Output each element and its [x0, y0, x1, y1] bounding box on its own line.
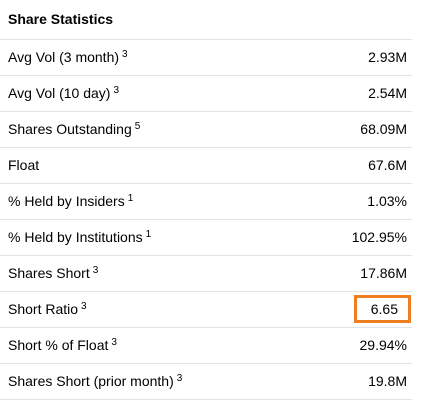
table-row: Short % of Float 3 29.94% [0, 327, 412, 363]
row-label: Short % of Float 3 [8, 337, 117, 353]
footnote-marker: 3 [113, 85, 120, 96]
footnote-marker: 1 [127, 193, 134, 204]
table-row: Avg Vol (3 month) 3 2.93M [0, 39, 412, 75]
table-row: Shares Short (prior month) 3 19.8M [0, 363, 412, 400]
row-value: 29.94% [359, 337, 407, 353]
row-label: Shares Outstanding 5 [8, 121, 141, 137]
section-title: Share Statistics [8, 11, 114, 27]
footnote-marker: 3 [111, 337, 117, 348]
row-value: 102.95% [351, 229, 407, 245]
footnote-marker: 3 [176, 373, 183, 384]
row-label: % Held by Institutions 1 [8, 229, 152, 245]
row-value: 19.8M [368, 373, 407, 389]
row-label: Shares Short 3 [8, 265, 99, 281]
footnote-marker: 1 [145, 229, 152, 240]
table-row: Shares Short 3 17.86M [0, 255, 412, 291]
table-row: Float 67.6M [0, 147, 412, 183]
row-value: 68.09M [360, 121, 407, 137]
table-row: % Held by Institutions 1 102.95% [0, 219, 412, 255]
footnote-marker: 3 [92, 265, 99, 276]
row-value: 67.6M [368, 157, 407, 173]
row-value: 2.93M [368, 49, 407, 65]
row-label: Float [8, 157, 40, 173]
table-row: Avg Vol (10 day) 3 2.54M [0, 75, 412, 111]
row-label: Avg Vol (10 day) 3 [8, 85, 120, 101]
row-label: Avg Vol (3 month) 3 [8, 49, 128, 65]
row-label: Shares Short (prior month) 3 [8, 373, 183, 389]
table-row-short-ratio: Short Ratio 3 6.65 [0, 291, 412, 327]
row-value: 17.86M [360, 265, 407, 281]
share-statistics-table: Avg Vol (3 month) 3 2.93M Avg Vol (10 day… [0, 39, 412, 400]
highlighted-value-box: 6.65 [353, 295, 411, 323]
row-label: % Held by Insiders 1 [8, 193, 134, 209]
footnote-marker: 3 [81, 301, 87, 312]
row-label: Short Ratio 3 [8, 301, 87, 317]
table-row: Shares Outstanding 5 68.09M [0, 111, 412, 147]
table-row: % Held by Insiders 1 1.03% [0, 183, 412, 219]
row-value: 2.54M [368, 85, 407, 101]
footnote-marker: 3 [122, 49, 128, 60]
row-value: 1.03% [367, 193, 407, 209]
footnote-marker: 5 [134, 121, 141, 132]
